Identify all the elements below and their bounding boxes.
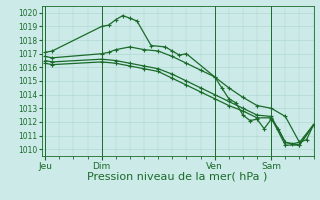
X-axis label: Pression niveau de la mer( hPa ): Pression niveau de la mer( hPa ) xyxy=(87,172,268,182)
